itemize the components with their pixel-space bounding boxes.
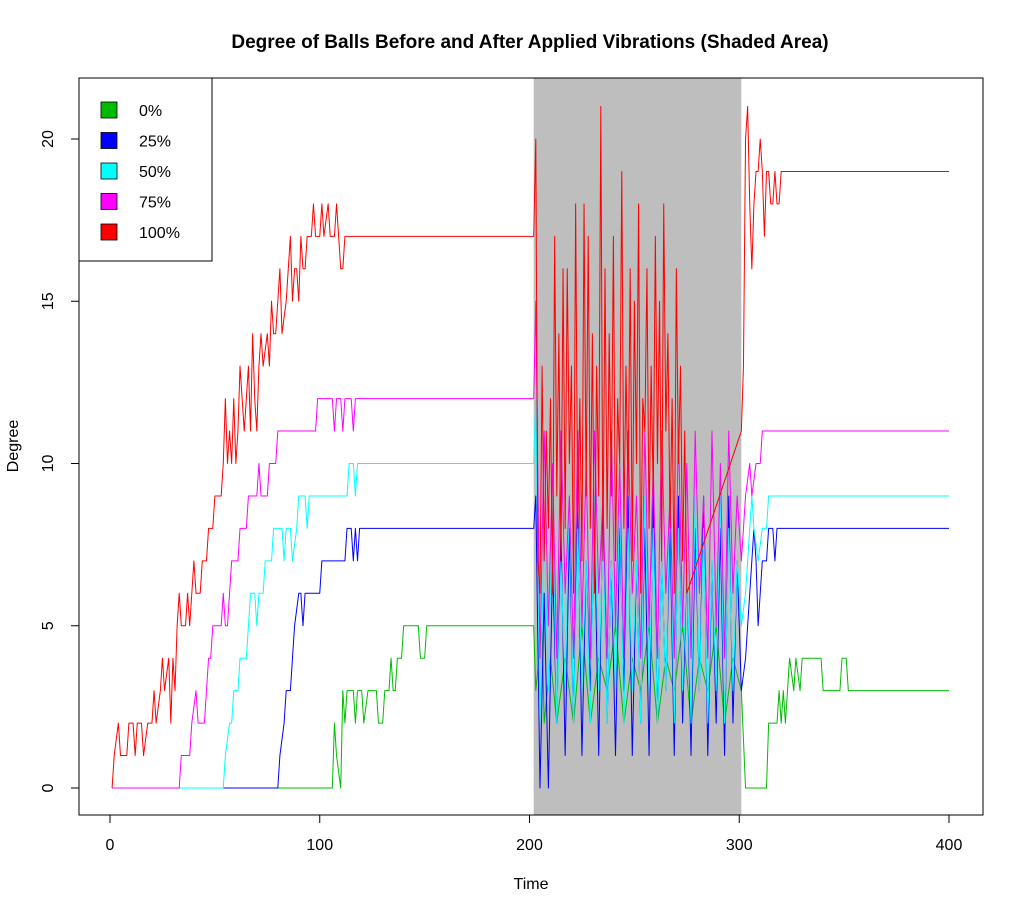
legend: 0% 25% 50% 75% 100% [78, 77, 213, 262]
x-axis: 0 100 200 300 400 [106, 814, 963, 854]
legend-label: 0% [139, 103, 162, 120]
x-tick-label: 100 [306, 837, 333, 854]
legend-label: 25% [139, 134, 171, 151]
legend-swatch [100, 132, 118, 149]
series-layer [111, 106, 949, 789]
y-tick-label: 10 [40, 455, 57, 473]
y-tick-label: 20 [40, 130, 57, 148]
legend-swatch [100, 223, 118, 241]
y-tick-label: 15 [40, 292, 57, 310]
y-axis-label: Degree [5, 420, 22, 473]
legend-label: 100% [139, 225, 180, 242]
legend-swatch [100, 162, 118, 180]
x-tick-label: 200 [516, 837, 543, 854]
x-tick-label: 400 [936, 837, 963, 854]
legend-label: 50% [139, 164, 171, 181]
x-tick-label: 300 [726, 837, 753, 854]
legend-swatch [100, 193, 118, 210]
y-axis: 0 5 10 15 20 [40, 130, 80, 792]
x-tick-label: 0 [106, 837, 115, 854]
chart-title: Degree of Balls Before and After Applied… [231, 32, 828, 53]
y-tick-label: 5 [40, 621, 57, 630]
legend-label: 75% [139, 195, 171, 212]
x-axis-label: Time [514, 876, 549, 893]
legend-swatch [100, 101, 118, 119]
plot-frame [78, 77, 984, 816]
series-line-25pct [112, 495, 949, 789]
series-line-50pct [112, 398, 949, 789]
series-line-75pct [112, 300, 949, 789]
series-line-100pct [111, 106, 949, 789]
y-tick-label: 0 [40, 783, 57, 792]
series-line-0pct [112, 625, 949, 789]
